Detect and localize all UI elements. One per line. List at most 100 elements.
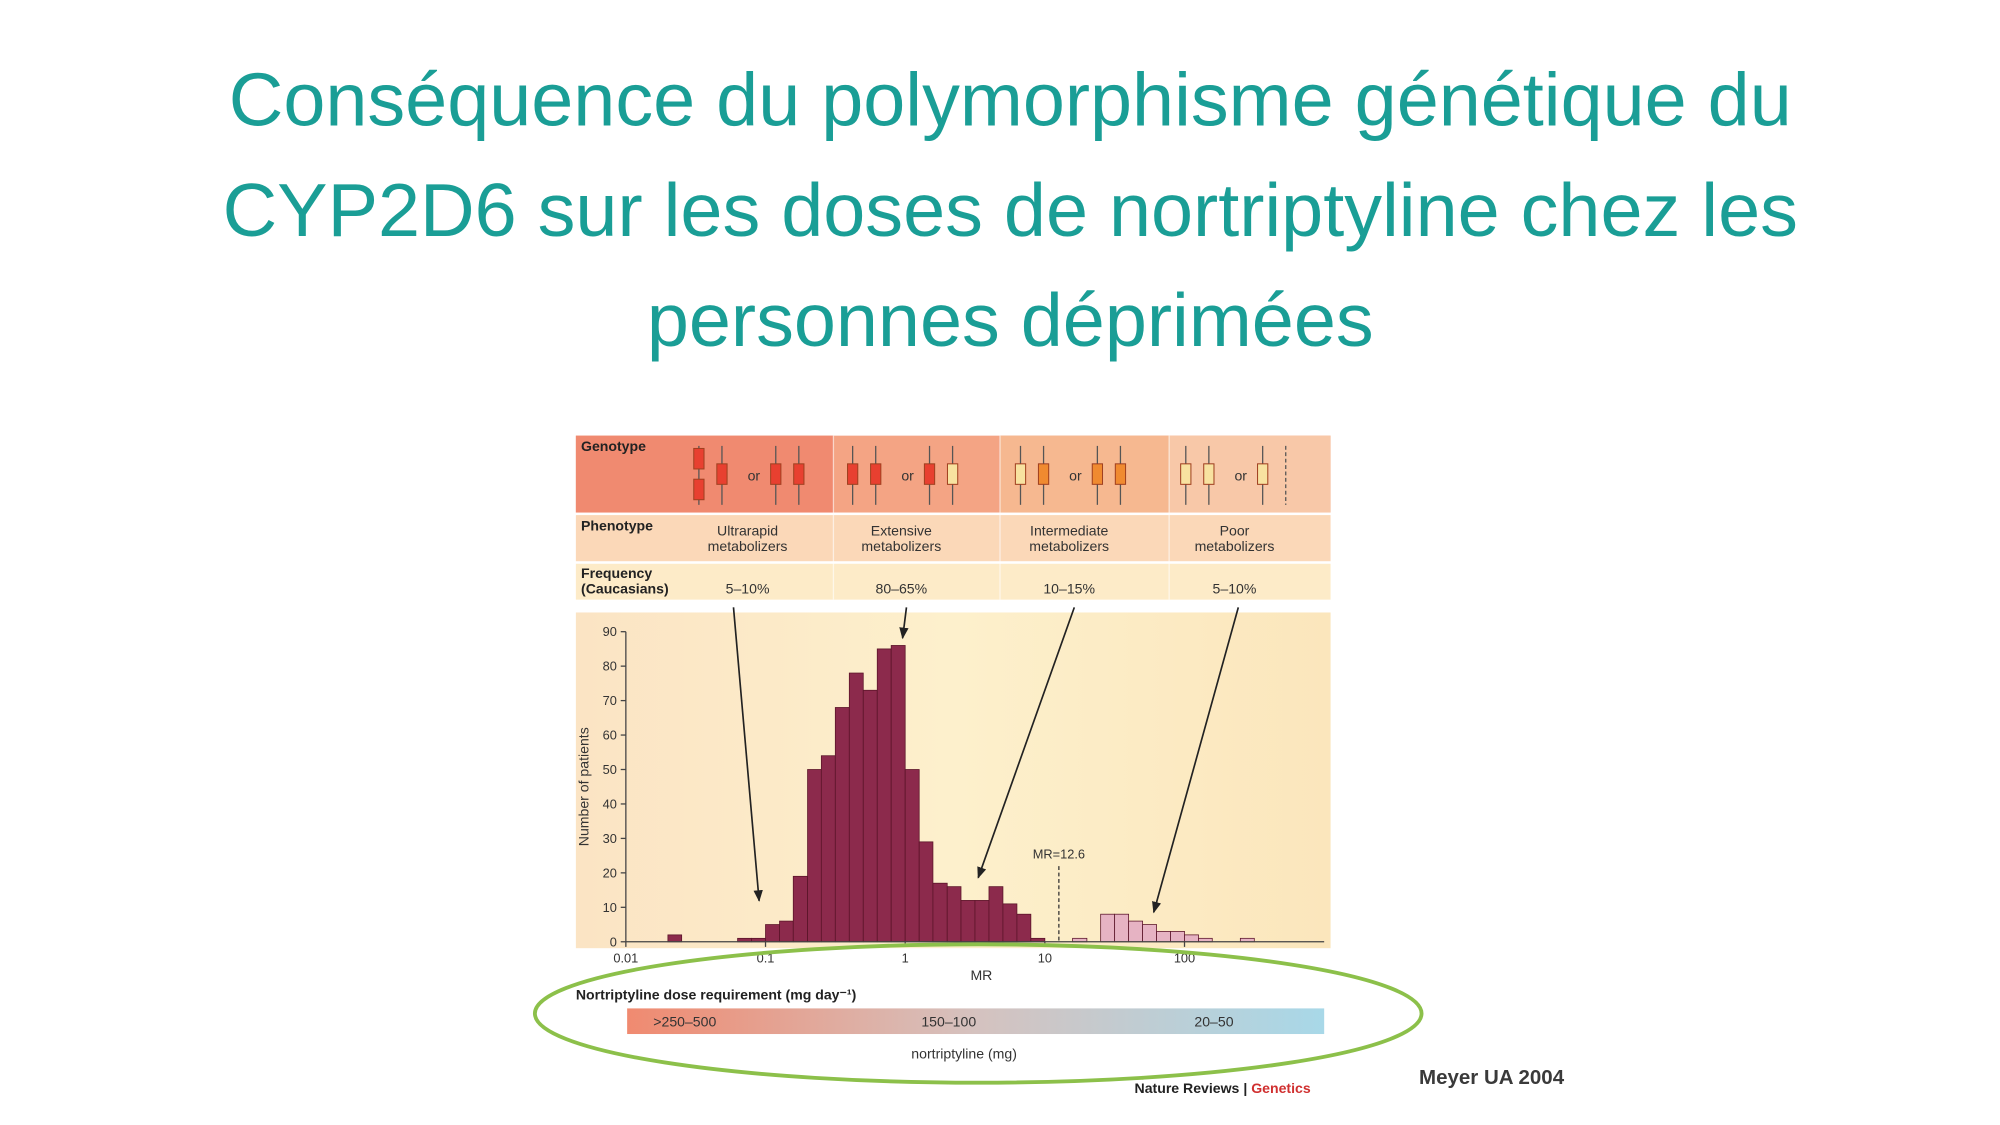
row-label: Genotype — [581, 438, 646, 454]
gene-box — [693, 478, 705, 501]
bar — [792, 875, 808, 943]
or-label: or — [901, 467, 914, 483]
bar — [1156, 931, 1171, 943]
bar — [876, 648, 892, 943]
highlight-ellipse — [532, 942, 1424, 1085]
phenotype: metabolizers — [1195, 538, 1275, 554]
journal: Genetics — [1251, 1080, 1311, 1096]
bar — [1114, 913, 1130, 943]
arrow — [977, 607, 1076, 879]
or-label: or — [1234, 467, 1247, 483]
dose-range: >250–500 — [653, 1013, 716, 1029]
bar — [918, 841, 934, 943]
bar — [765, 924, 780, 943]
y-tick-label: 30 — [603, 831, 617, 846]
y-tick-label: 40 — [603, 796, 617, 811]
arrows — [732, 607, 1240, 914]
bar — [1128, 920, 1143, 943]
y-tick-label: 90 — [603, 624, 617, 639]
gene-box — [1091, 463, 1104, 485]
y-tick-label: 70 — [603, 693, 617, 708]
x-tick-label: 10 — [1038, 950, 1052, 965]
bar — [807, 769, 822, 943]
bar — [904, 769, 920, 943]
or-label: or — [748, 467, 761, 483]
bar — [890, 645, 906, 943]
publisher-name: Nature Reviews — [1135, 1080, 1240, 1096]
gene-box — [870, 463, 882, 485]
phenotype: metabolizers — [1029, 538, 1109, 554]
bar — [667, 934, 683, 943]
gene-box — [946, 463, 959, 485]
bar — [848, 672, 864, 943]
dose-range: 150–100 — [921, 1013, 976, 1029]
y-axis-label: Number of patients — [576, 727, 592, 846]
slide-title: CYP2D6 sur les doses de nortriptyline ch… — [223, 169, 1798, 253]
gene-box — [716, 463, 728, 485]
y-tick-label: 20 — [603, 865, 617, 880]
bar — [834, 707, 850, 943]
bar — [1142, 924, 1157, 943]
gene-box — [1014, 463, 1027, 485]
row-bg — [575, 515, 1331, 562]
bar — [820, 755, 836, 943]
gene-box — [770, 463, 782, 485]
gene-box — [1037, 463, 1050, 485]
dose-range: 20–50 — [1194, 1013, 1233, 1029]
x-tick-label: 0.01 — [613, 950, 638, 965]
bar — [1184, 934, 1199, 943]
gene-box — [847, 463, 859, 485]
row-label: Phenotype — [581, 517, 653, 533]
bar — [988, 886, 1004, 943]
arrow — [1152, 607, 1240, 914]
dose-bar — [627, 1008, 1325, 1035]
phenotype: Intermediate — [1030, 523, 1108, 539]
bar — [932, 882, 948, 943]
bar — [862, 689, 878, 943]
x-tick-label: 1 — [902, 950, 909, 965]
gene-box — [693, 447, 705, 470]
citation: Meyer UA 2004 — [1419, 1066, 1565, 1089]
slide-title: Conséquence du polymorphisme génétique d… — [229, 59, 1792, 143]
phenotype: metabolizers — [861, 538, 941, 554]
frequency: 5–10% — [1213, 580, 1257, 596]
row-label: Frequency — [581, 565, 652, 581]
or-label: or — [1069, 467, 1082, 483]
bar — [960, 900, 976, 943]
arrow — [899, 607, 909, 640]
phenotype: Poor — [1220, 523, 1250, 539]
arrow — [732, 607, 763, 902]
gene-box — [1180, 463, 1192, 485]
phenotype: Ultrarapid — [717, 523, 778, 539]
y-tick-label: 60 — [603, 728, 617, 743]
bar — [1170, 931, 1185, 943]
bar — [946, 886, 962, 943]
frequency: 10–15% — [1043, 580, 1095, 596]
y-tick-label: 10 — [603, 900, 617, 915]
y-tick-label: 50 — [603, 762, 617, 777]
row-bg — [1000, 435, 1170, 513]
annotation-label: MR=12.6 — [1033, 846, 1085, 861]
gene-box — [793, 463, 805, 485]
x-axis-label: MR — [970, 967, 992, 983]
bar — [1016, 913, 1032, 943]
row-bg — [575, 435, 834, 513]
bar — [779, 920, 794, 943]
phenotype: Extensive — [871, 523, 932, 539]
gene-box — [1114, 463, 1127, 485]
frequency: 80–65% — [876, 580, 928, 596]
y-tick-label: 0 — [610, 934, 617, 949]
separator: | — [1243, 1080, 1247, 1096]
dose-axis-label: nortriptyline (mg) — [911, 1045, 1017, 1061]
frequency: 5–10% — [726, 580, 770, 596]
row-bg — [575, 563, 1331, 600]
gene-box — [923, 463, 936, 485]
table-cells: or Ultrarapid metabolizers 5–10% or Extensive… — [693, 445, 1287, 596]
gene-box — [1257, 463, 1269, 485]
slide-title: personnes déprimées — [647, 279, 1374, 363]
row-bg — [1169, 435, 1331, 513]
y-tick-label: 80 — [603, 659, 617, 674]
